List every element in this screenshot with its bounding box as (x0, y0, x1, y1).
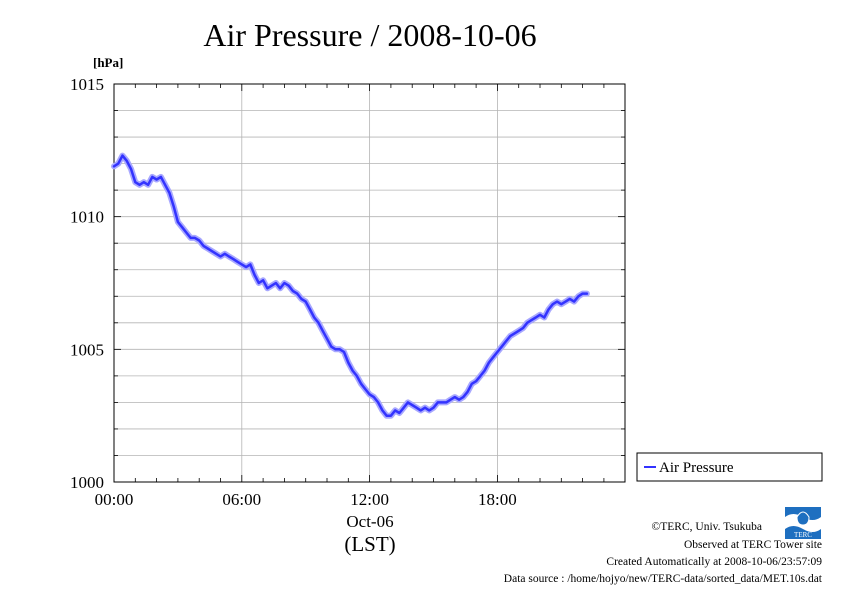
legend-box (636, 452, 823, 482)
y-axis-label: [hPa] (93, 55, 123, 70)
x-axis-date-label: Oct-06 (346, 512, 393, 531)
footer-copyright: ©TERC, Univ. Tsukuba (651, 521, 762, 533)
y-tick-label: 1005 (70, 340, 104, 359)
footer-created: Created Automatically at 2008-10-06/23:5… (606, 556, 822, 568)
chart-title: Air Pressure / 2008-10-06 (203, 17, 536, 53)
y-tick-label: 1015 (70, 75, 104, 94)
series-line-shadow (111, 152, 590, 419)
x-axis-timezone-label: (LST) (344, 532, 395, 556)
footer-observed: Observed at TERC Tower site (683, 539, 822, 551)
x-tick-label: 00:00 (95, 490, 134, 509)
x-tick-label: 06:00 (222, 490, 261, 509)
axis-ticks (113, 83, 626, 483)
logo-text: TERC (794, 531, 812, 539)
y-tick-label: 1010 (70, 208, 104, 227)
x-tick-labels: 00:00 06:00 12:00 18:00 (95, 490, 517, 509)
x-tick-label: 18:00 (478, 490, 517, 509)
y-tick-labels: 1000 1005 1010 1015 (70, 75, 104, 492)
legend-label: Air Pressure (659, 460, 734, 476)
gridlines (114, 84, 625, 482)
footer-source: Data source : /home/hojyo/new/TERC-data/… (503, 573, 822, 585)
series-line-air-pressure (112, 154, 589, 417)
legend: Air Pressure (636, 452, 823, 482)
y-tick-label: 1000 (70, 473, 104, 492)
x-tick-label: 12:00 (350, 490, 389, 509)
terc-logo: TERC (783, 503, 823, 539)
